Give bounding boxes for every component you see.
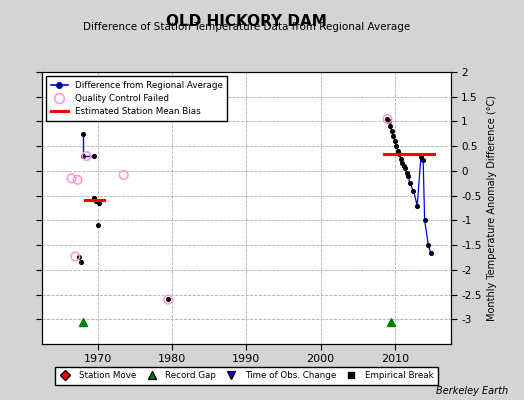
- Point: [386, 123, 395, 130]
- Point: [164, 296, 172, 303]
- Point: [79, 131, 87, 137]
- Text: OLD HICKORY DAM: OLD HICKORY DAM: [166, 14, 327, 29]
- Point: [95, 200, 103, 206]
- Point: [77, 259, 85, 266]
- Point: [90, 153, 98, 159]
- Point: [391, 138, 399, 144]
- Point: [402, 170, 411, 176]
- Point: [388, 128, 396, 134]
- Point: [409, 188, 418, 194]
- Point: [385, 118, 393, 125]
- Text: Difference of Station Temperature Data from Regional Average: Difference of Station Temperature Data f…: [83, 22, 410, 32]
- Point: [397, 155, 405, 162]
- Point: [427, 249, 435, 256]
- Point: [75, 254, 83, 261]
- Legend: Difference from Regional Average, Quality Control Failed, Estimated Station Mean: Difference from Regional Average, Qualit…: [46, 76, 227, 121]
- Point: [93, 222, 102, 228]
- Point: [92, 197, 101, 204]
- Point: [394, 148, 402, 154]
- Y-axis label: Monthly Temperature Anomaly Difference (°C): Monthly Temperature Anomaly Difference (…: [487, 95, 497, 321]
- Legend: Station Move, Record Gap, Time of Obs. Change, Empirical Break: Station Move, Record Gap, Time of Obs. C…: [54, 367, 438, 385]
- Point: [90, 195, 98, 201]
- Point: [401, 165, 409, 172]
- Point: [392, 143, 400, 149]
- Text: Berkeley Earth: Berkeley Earth: [436, 386, 508, 396]
- Point: [82, 153, 91, 159]
- Point: [68, 175, 76, 182]
- Point: [413, 202, 421, 209]
- Point: [400, 163, 408, 169]
- Point: [71, 253, 80, 260]
- Point: [73, 177, 82, 183]
- Point: [395, 150, 403, 157]
- Point: [404, 173, 412, 179]
- Point: [398, 160, 407, 167]
- Point: [119, 172, 128, 178]
- Point: [383, 116, 391, 122]
- Point: [419, 157, 428, 163]
- Point: [383, 116, 391, 122]
- Point: [406, 180, 414, 186]
- Point: [79, 153, 87, 159]
- Point: [164, 296, 172, 303]
- Point: [424, 242, 432, 248]
- Point: [417, 154, 425, 160]
- Point: [389, 133, 398, 140]
- Point: [420, 217, 429, 224]
